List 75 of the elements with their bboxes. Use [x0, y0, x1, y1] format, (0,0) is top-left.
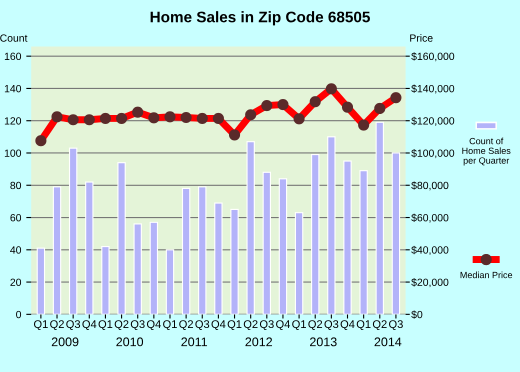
bar: [150, 222, 158, 314]
bar: [327, 136, 336, 314]
bar: [230, 208, 239, 314]
y-tick-label: 40: [10, 246, 22, 254]
bar: [166, 249, 174, 314]
bar: [68, 148, 78, 314]
bar: [246, 141, 255, 314]
bar: [134, 223, 142, 314]
y-tick-label: 120: [4, 117, 22, 125]
y2-axis-title: Price: [410, 34, 433, 42]
x-tick-label: Q4: [146, 320, 161, 330]
x-tick-label: Q4: [212, 320, 226, 330]
y2-tick-label: $60,000: [411, 214, 448, 223]
x-tick-label: Q2: [308, 320, 322, 330]
bar: [359, 170, 368, 314]
bar: [343, 160, 352, 314]
x-tick-label: Q1: [356, 320, 371, 330]
x-tick-label: Q3: [130, 320, 145, 330]
x-tick-label: Q2: [372, 320, 387, 330]
chart-title: Home Sales in Zip Code 68505: [150, 11, 370, 26]
x-tick-label: Q3: [66, 320, 80, 330]
x-tick-label: Q1: [228, 320, 242, 330]
x-tick-label: Q3: [324, 320, 338, 330]
bar: [52, 186, 62, 314]
y-tick-label: 20: [10, 278, 22, 286]
y-tick-label: 80: [10, 182, 22, 190]
legend-label: Median Price: [460, 272, 512, 278]
x-tick-label: Q1: [292, 320, 306, 330]
bar: [294, 212, 304, 314]
y2-tick-label: $0: [411, 310, 422, 319]
y2-tick-label: $40,000: [411, 246, 448, 255]
text: 2013: [310, 337, 337, 346]
x-tick-label: Q4: [276, 320, 290, 330]
y-tick-label: 140: [4, 84, 22, 92]
x-tick-label: Q1: [34, 320, 48, 330]
text: 2010: [116, 337, 144, 346]
bar: [392, 152, 400, 314]
bar: [278, 178, 288, 314]
x-tick-label: Q1: [163, 320, 177, 330]
text: 2011: [181, 337, 208, 346]
text: 2012: [245, 337, 272, 346]
y2-tick-label: $140,000: [411, 84, 454, 94]
x-tick-label: Q1: [98, 320, 112, 330]
y2-tick-label: $20,000: [411, 278, 448, 288]
x-tick-label: Q3: [389, 320, 403, 330]
x-tick-label: Q2: [50, 320, 64, 330]
y-tick-label: 160: [4, 52, 22, 60]
bar: [101, 246, 110, 314]
y2-tick-label: $100,000: [411, 149, 454, 158]
bar: [117, 162, 126, 314]
x-tick-label: Q3: [260, 320, 274, 330]
bar: [182, 188, 190, 314]
bar: [262, 172, 271, 314]
y-tick-label: 0: [16, 310, 22, 318]
y2-tick-label: $120,000: [411, 116, 454, 126]
bar: [36, 248, 46, 314]
y2-tick-label: $80,000: [411, 181, 448, 190]
text: 2014: [374, 337, 402, 346]
x-tick-label: Q2: [179, 320, 193, 330]
x-tick-label: Q4: [340, 320, 355, 330]
y-axis-title: Count: [0, 34, 28, 42]
bar: [198, 186, 206, 314]
x-tick-label: Q3: [195, 320, 210, 330]
legend-label: Count of Home Sales per Quarter: [462, 138, 510, 166]
bar: [214, 202, 223, 314]
y-tick-label: 60: [10, 214, 22, 222]
bar: [311, 154, 320, 314]
x-tick-label: Q2: [244, 320, 258, 330]
bar: [85, 181, 94, 314]
text: 2009: [52, 337, 78, 346]
y2-tick-label: $160,000: [411, 52, 454, 62]
x-tick-label: Q4: [82, 320, 96, 330]
bar: [376, 122, 384, 314]
y-tick-label: 100: [4, 149, 22, 157]
x-tick-label: Q2: [114, 320, 128, 330]
